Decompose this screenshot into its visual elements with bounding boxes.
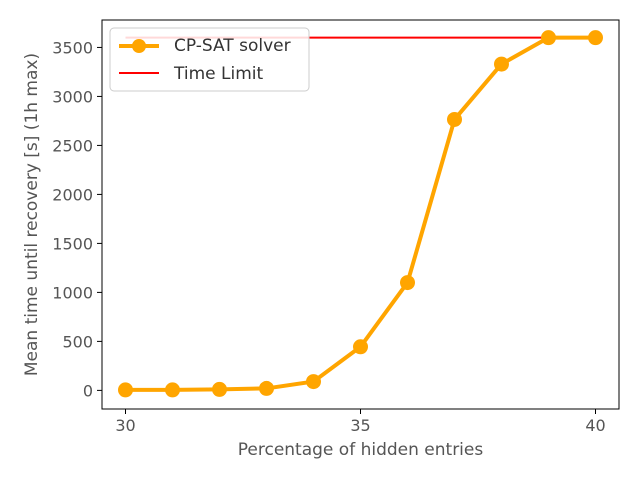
y-tick-label-3000: 3000 xyxy=(52,87,93,106)
y-tick-label-1000: 1000 xyxy=(52,283,93,302)
y-tick-label-2500: 2500 xyxy=(52,136,93,155)
axis-layer: 30 35 40 0 500 1000 1500 2000 2500 3000 3500 xyxy=(52,38,605,435)
y-tick-label-1500: 1500 xyxy=(52,234,93,253)
y-axis-label: Mean time until recovery [s] (1h max) xyxy=(22,53,42,376)
x-tick-label-35: 35 xyxy=(350,416,370,435)
data-point-cp-sat-solver-39 xyxy=(541,30,556,46)
y-tick-label-3500: 3500 xyxy=(52,38,93,57)
legend-label-time-limit: Time Limit xyxy=(173,64,263,84)
data-point-cp-sat-solver-33 xyxy=(259,380,274,396)
legend-label-cp-sat: CP-SAT solver xyxy=(174,36,291,56)
y-tick-label-2000: 2000 xyxy=(52,185,93,204)
x-axis-label: Percentage of hidden entries xyxy=(238,440,484,460)
data-point-cp-sat-solver-36 xyxy=(400,275,415,291)
y-tick-label-0: 0 xyxy=(83,381,93,400)
x-tick-label-40: 40 xyxy=(585,416,605,435)
legend: CP-SAT solver Time Limit xyxy=(109,27,310,92)
data-point-cp-sat-solver-40 xyxy=(588,30,603,46)
legend-box xyxy=(109,27,310,92)
data-point-cp-sat-solver-37 xyxy=(447,111,462,127)
data-point-cp-sat-solver-34 xyxy=(306,374,321,390)
y-tick-label-500: 500 xyxy=(62,332,93,351)
legend-marker-cp-sat xyxy=(132,39,146,53)
data-point-cp-sat-solver-32 xyxy=(212,381,227,397)
x-tick-label-30: 30 xyxy=(115,416,135,435)
data-point-cp-sat-solver-38 xyxy=(494,56,509,72)
data-point-cp-sat-solver-30 xyxy=(118,382,133,398)
plot-frame xyxy=(101,19,620,410)
data-point-cp-sat-solver-31 xyxy=(165,382,180,398)
series-layer xyxy=(118,30,603,398)
data-point-cp-sat-solver-35 xyxy=(353,339,368,355)
